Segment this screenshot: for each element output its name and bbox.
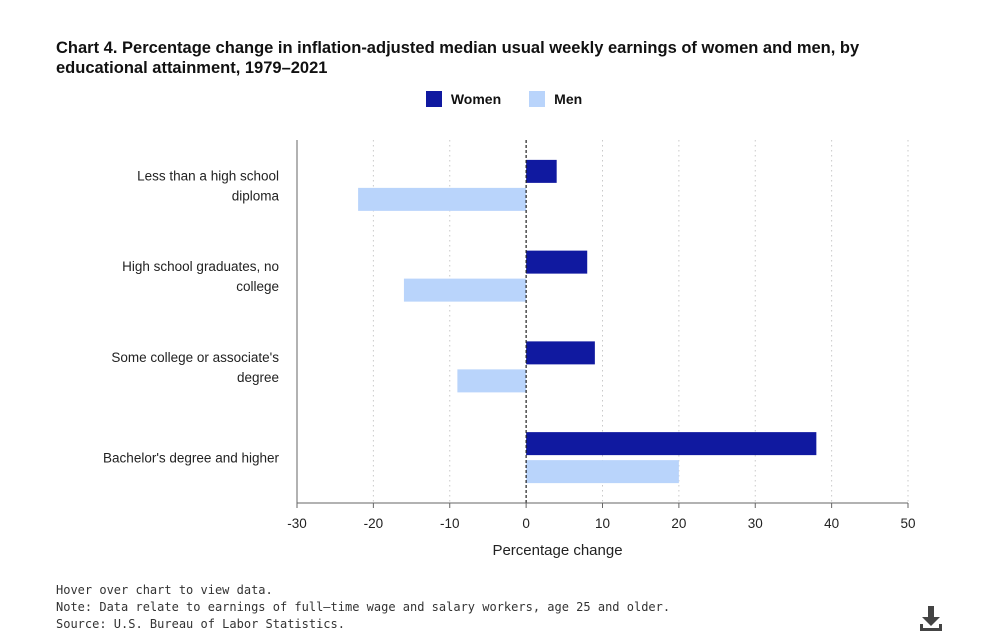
bar-men-2[interactable] <box>457 369 527 393</box>
x-tick-label-40: 40 <box>824 516 839 531</box>
bar-men-1[interactable] <box>403 278 527 302</box>
bar-men-3[interactable] <box>526 460 679 484</box>
x-tick-label--30: -30 <box>287 516 307 531</box>
legend-label-women: Women <box>450 91 502 107</box>
category-label-0-0: Less than a high school <box>137 168 279 183</box>
x-tick-label--10: -10 <box>440 516 460 531</box>
legend-item-men[interactable]: Men <box>529 91 582 107</box>
bar-women-3[interactable] <box>526 432 817 456</box>
bar-women-1[interactable] <box>526 250 588 274</box>
category-label-2-1: degree <box>237 370 279 385</box>
note-text: Note: Data relate to earnings of full–ti… <box>56 600 671 614</box>
x-tick-label--20: -20 <box>364 516 384 531</box>
category-label-0-1: diploma <box>232 188 280 203</box>
category-label-1-0: High school graduates, no <box>122 259 279 274</box>
hover-hint: Hover over chart to view data. <box>56 583 273 597</box>
legend-swatch-men <box>529 91 546 107</box>
bar-chart[interactable]: Less than a high school diploma High schoo… <box>0 0 1008 580</box>
category-label-1-1: college <box>236 279 279 294</box>
legend: Women Men <box>0 91 1008 107</box>
legend-label-men: Men <box>554 91 583 107</box>
category-label-2-0: Some college or associate's <box>111 350 279 365</box>
x-tick-label-10: 10 <box>595 516 610 531</box>
x-axis-title: Percentage change <box>492 542 622 559</box>
legend-item-women[interactable]: Women <box>425 91 502 107</box>
bar-women-2[interactable] <box>526 341 595 365</box>
source-text: Source: U.S. Bureau of Labor Statistics. <box>56 617 345 631</box>
x-tick-label-50: 50 <box>900 516 915 531</box>
legend-swatch-women <box>425 91 442 107</box>
download-icon <box>920 606 942 631</box>
download-button[interactable] <box>917 604 945 634</box>
x-tick-label-0: 0 <box>522 516 530 531</box>
footnotes: Hover over chart to view data. Note: Dat… <box>56 582 670 633</box>
x-tick-label-30: 30 <box>748 516 763 531</box>
category-label-3-0: Bachelor's degree and higher <box>103 451 279 466</box>
bar-women-0[interactable] <box>526 159 557 183</box>
x-tick-label-20: 20 <box>671 516 686 531</box>
chart-title: Chart 4. Percentage change in inflation-… <box>56 39 860 77</box>
bar-men-0[interactable] <box>358 187 527 211</box>
